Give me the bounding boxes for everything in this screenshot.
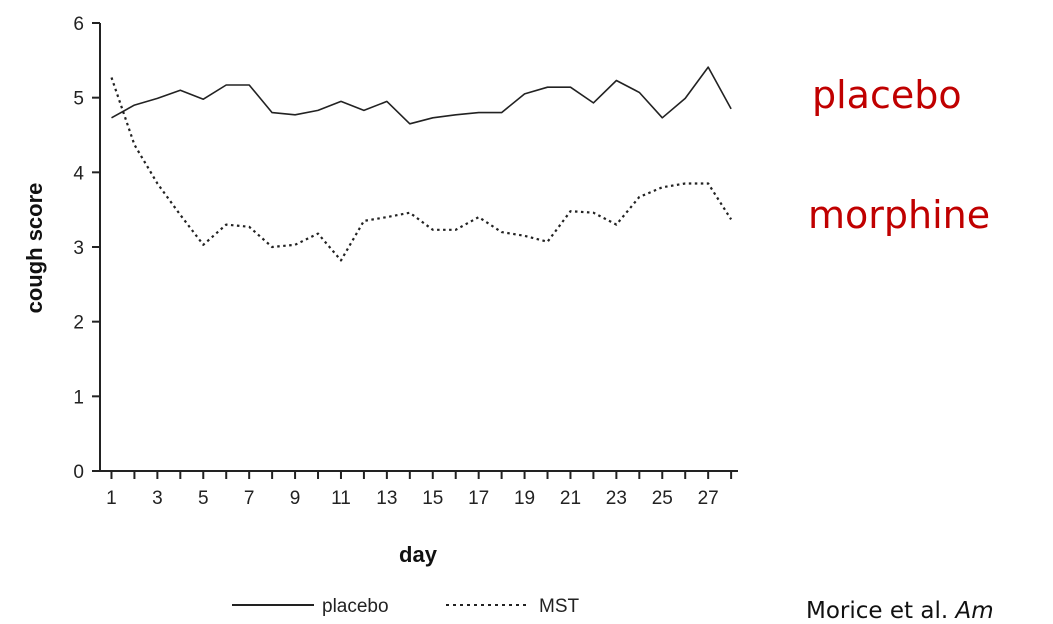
x-tick-label: 17 xyxy=(468,488,489,509)
x-tick-label: 11 xyxy=(331,488,351,509)
y-tick-label: 5 xyxy=(73,89,84,110)
x-tick-label: 21 xyxy=(560,488,581,509)
legend-label-mst: MST xyxy=(539,596,580,617)
x-tick-label: 27 xyxy=(698,488,719,509)
y-axis-title: cough score xyxy=(22,183,47,314)
citation-authors: Morice et al. xyxy=(806,598,956,624)
placebo-annotation: placebo xyxy=(812,73,962,117)
x-tick-label: 1 xyxy=(106,488,117,509)
citation-journal: Am xyxy=(955,598,994,624)
y-tick-label: 4 xyxy=(73,163,84,184)
y-tick-label: 3 xyxy=(73,238,84,259)
legend: placebo MST xyxy=(232,596,580,617)
x-tick-label: 13 xyxy=(376,488,397,509)
series-line-placebo xyxy=(111,66,732,125)
y-tick-label: 1 xyxy=(73,387,84,408)
y-tick-label: 6 xyxy=(73,14,84,35)
series-line-mst xyxy=(110,77,733,262)
legend-label-placebo: placebo xyxy=(322,596,389,617)
x-tick-label: 9 xyxy=(290,488,301,509)
x-tick-label: 25 xyxy=(652,488,673,509)
x-tick-label: 3 xyxy=(152,488,163,509)
x-tick-label: 5 xyxy=(198,488,209,509)
x-tick-label: 7 xyxy=(244,488,255,509)
x-tick-label: 15 xyxy=(422,488,443,509)
x-tick-label: 23 xyxy=(606,488,627,509)
x-axis-title: day xyxy=(399,542,438,567)
morphine-annotation: morphine xyxy=(808,193,991,237)
citation: Morice et al. Am xyxy=(806,600,994,623)
y-tick-label: 2 xyxy=(73,313,84,334)
y-tick-label: 0 xyxy=(73,462,84,483)
x-tick-label: 19 xyxy=(514,488,535,509)
